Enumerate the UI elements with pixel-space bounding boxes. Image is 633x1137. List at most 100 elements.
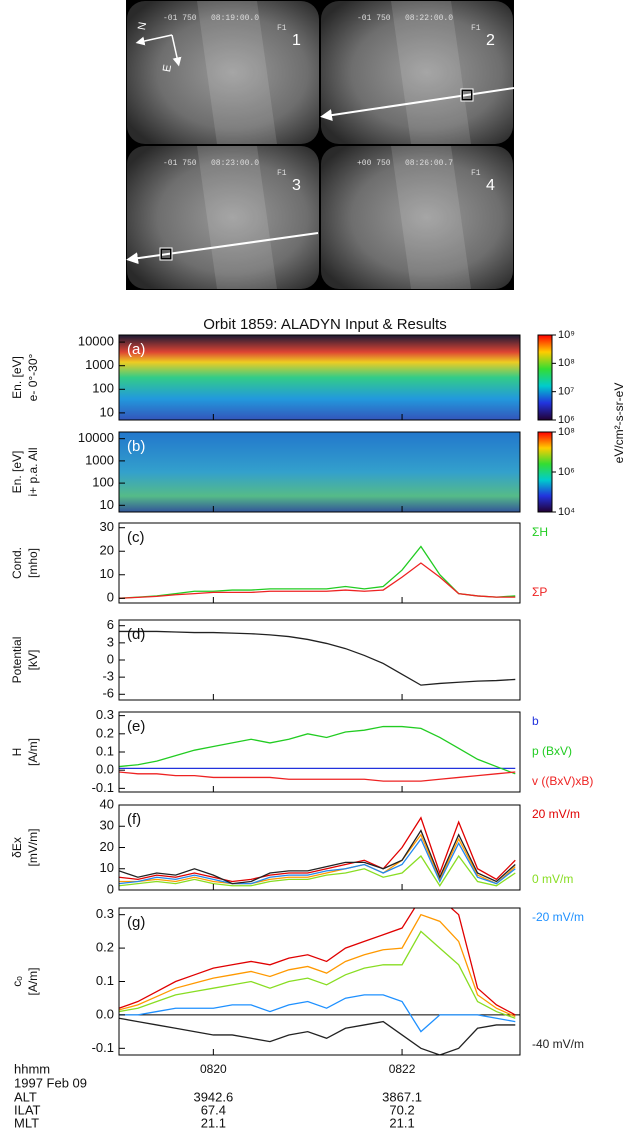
legend-label: p (BxV) <box>532 744 572 758</box>
series-line <box>119 837 516 885</box>
colorbar-tick-label: 10⁷ <box>558 386 574 398</box>
y-axis-label: Potential <box>10 637 24 684</box>
y-tick-label: 6 <box>107 617 114 632</box>
y-tick-label: 0.0 <box>96 1006 114 1021</box>
y-axis-label: En. [eV] <box>10 356 24 399</box>
image-header: -01 750 08:22:00.0 <box>357 14 453 23</box>
series-line <box>119 854 516 887</box>
x-tick-label: 0820 <box>200 1062 227 1076</box>
y-tick-label: 0.2 <box>96 940 114 955</box>
image-header: +00 750 08:26:00.7 <box>357 159 453 168</box>
legend-label: 0 mV/m <box>532 872 573 886</box>
y-tick-label: -3 <box>102 669 114 684</box>
series-line <box>119 833 516 885</box>
y-tick-label: 10 <box>100 860 114 875</box>
image-header: -01 750 08:19:00.0 <box>163 14 259 23</box>
y-tick-label: 0.3 <box>96 906 114 921</box>
y-axis-label: i+ p.a. All <box>26 447 40 496</box>
colorbar-tick-label: 10⁹ <box>558 329 575 341</box>
y-tick-label: 20 <box>100 543 114 558</box>
y-axis-label: [mho] <box>26 548 40 578</box>
series-line <box>119 816 516 883</box>
series-line <box>119 829 516 885</box>
y-tick-label: -0.1 <box>92 780 114 795</box>
series-line <box>119 562 516 599</box>
spectrogram <box>119 432 520 512</box>
y-tick-label: 0.1 <box>96 743 114 758</box>
footer-value: 70.2 <box>389 1102 414 1117</box>
footer-value: 21.1 <box>389 1115 414 1130</box>
series-line <box>119 908 516 1016</box>
x-tick-label: 0822 <box>389 1062 416 1076</box>
colorbar <box>537 431 553 513</box>
image-header: -01 750 08:23:00.0 <box>163 159 259 168</box>
y-tick-label: 0 <box>107 881 114 896</box>
plot-frame <box>118 907 521 1056</box>
footer-value: 21.1 <box>201 1115 226 1130</box>
image-number: 2 <box>486 32 495 49</box>
y-tick-label: 10 <box>100 497 114 512</box>
y-axis-label: [A/m] <box>26 738 40 766</box>
plot-frame <box>118 431 521 513</box>
colorbar-tick-label: 10⁶ <box>558 414 575 426</box>
footer-row-label: ILAT <box>14 1102 41 1117</box>
footer-date: 1997 Feb 09 <box>14 1075 87 1090</box>
footer-value: 3942.6 <box>193 1089 233 1104</box>
y-tick-label: 0 <box>107 651 114 666</box>
footer-value: 67.4 <box>201 1102 226 1117</box>
footer-value: 3867.1 <box>382 1089 422 1104</box>
legend-label: ΣP <box>532 585 547 599</box>
track-marker <box>160 248 172 260</box>
colorbar-tick-label: 10⁸ <box>558 357 575 369</box>
legend-label: ΣH <box>532 525 548 539</box>
legend-label: -20 mV/m <box>532 910 584 924</box>
y-tick-label: 1000 <box>85 357 114 372</box>
y-axis-label: [kV] <box>26 650 40 671</box>
y-tick-label: 10000 <box>78 334 114 349</box>
image-number: 4 <box>486 177 495 194</box>
footer-hhmm: hhmm <box>14 1061 50 1076</box>
y-tick-label: 1000 <box>85 452 114 467</box>
image-number: 1 <box>292 32 301 49</box>
series-line <box>119 630 516 686</box>
y-tick-label: 100 <box>92 381 114 396</box>
y-axis-label: H <box>10 748 24 757</box>
aurora-band <box>391 1 471 144</box>
y-tick-label: 10000 <box>78 430 114 445</box>
compass-east: E <box>161 64 174 73</box>
y-axis-label: e- 0°-30° <box>26 353 40 401</box>
image-filter: F1 <box>277 24 287 33</box>
y-tick-label: 100 <box>92 475 114 490</box>
colorbar-tick-label: 10⁶ <box>558 466 575 478</box>
y-tick-label: 40 <box>100 796 114 811</box>
y-tick-label: 30 <box>100 519 114 534</box>
panel-label: (c) <box>127 529 145 546</box>
track-marker <box>461 89 473 101</box>
series-line <box>119 1017 516 1055</box>
footer: hhmm 1997 Feb 09 ALT 3942.6 3867.1 ILAT 67.4… <box>14 1061 422 1130</box>
spectrogram <box>119 335 520 420</box>
colorbar-label: eV/cm²-s-sr-eV <box>612 383 626 464</box>
y-tick-label: 0 <box>107 590 114 605</box>
y-axis-label: δEx <box>10 837 24 858</box>
panel-label: (g) <box>127 914 145 931</box>
compass-north: N <box>136 21 149 31</box>
series-line <box>119 994 516 1033</box>
track-arrow <box>126 232 319 265</box>
series-line <box>119 913 516 1018</box>
camera-image <box>321 146 513 289</box>
image-number: 3 <box>292 177 301 194</box>
y-axis-label: Cond. <box>10 547 24 579</box>
y-tick-label: 3 <box>107 634 114 649</box>
compass-arrow <box>135 34 173 46</box>
figure-title: Orbit 1859: ALADYN Input & Results <box>203 316 446 333</box>
track-marker <box>159 247 173 261</box>
y-tick-label: -0.1 <box>92 1040 114 1055</box>
plot-frame <box>118 522 521 604</box>
colorbar-tick-label: 10⁴ <box>558 506 575 518</box>
image-filter: F1 <box>471 24 481 33</box>
series-line <box>119 545 516 599</box>
colorbar <box>537 334 553 421</box>
